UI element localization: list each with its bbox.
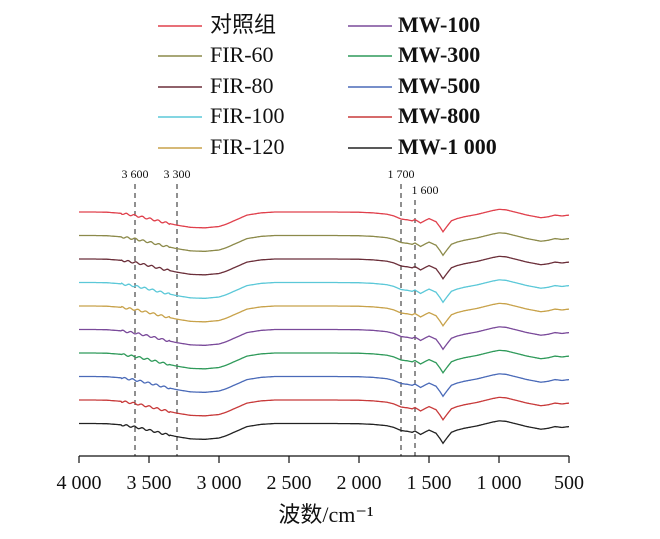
legend-label-1: 对照组: [210, 12, 276, 37]
spectrum-line-9: [79, 396, 570, 421]
spectrum-line-2: [79, 232, 570, 257]
spectrum-line-6: [79, 326, 570, 351]
spectrum-line-8: [79, 373, 570, 398]
spectrum-line-1: [79, 208, 570, 233]
x-tick-label-2000: 2 000: [337, 472, 382, 494]
x-tick-label-500: 500: [554, 472, 584, 494]
x-tick-label-1000: 1 000: [477, 472, 522, 494]
x-tick-label-1500: 1 500: [407, 472, 452, 494]
legend-label-2: FIR-60: [210, 42, 274, 67]
spectrum-line-3: [79, 255, 570, 280]
legend-label-6: MW-100: [398, 12, 480, 37]
spectrum-line-10: [79, 420, 570, 445]
legend-label-8: MW-500: [398, 73, 480, 98]
legend-label-10: MW-1 000: [398, 134, 497, 159]
x-tick-label-3500: 3 500: [127, 472, 172, 494]
spectrum-line-4: [79, 279, 570, 304]
reference-label-1600: 1 600: [412, 183, 439, 197]
x-tick-label-2500: 2 500: [267, 472, 312, 494]
reference-label-3300: 3 300: [164, 167, 191, 181]
legend-label-9: MW-800: [398, 103, 480, 128]
spectrum-line-5: [79, 302, 570, 327]
x-axis-title: 波数/cm⁻¹: [278, 502, 373, 527]
reference-label-1700: 1 700: [388, 167, 415, 181]
spectrum-line-7: [79, 349, 570, 374]
legend-label-3: FIR-80: [210, 73, 274, 98]
reference-label-3600: 3 600: [122, 167, 149, 181]
legend-label-4: FIR-100: [210, 103, 285, 128]
x-tick-label-3000: 3 000: [197, 472, 242, 494]
x-tick-label-4000: 4 000: [57, 472, 102, 494]
legend-label-5: FIR-120: [210, 134, 285, 159]
legend-label-7: MW-300: [398, 42, 480, 67]
